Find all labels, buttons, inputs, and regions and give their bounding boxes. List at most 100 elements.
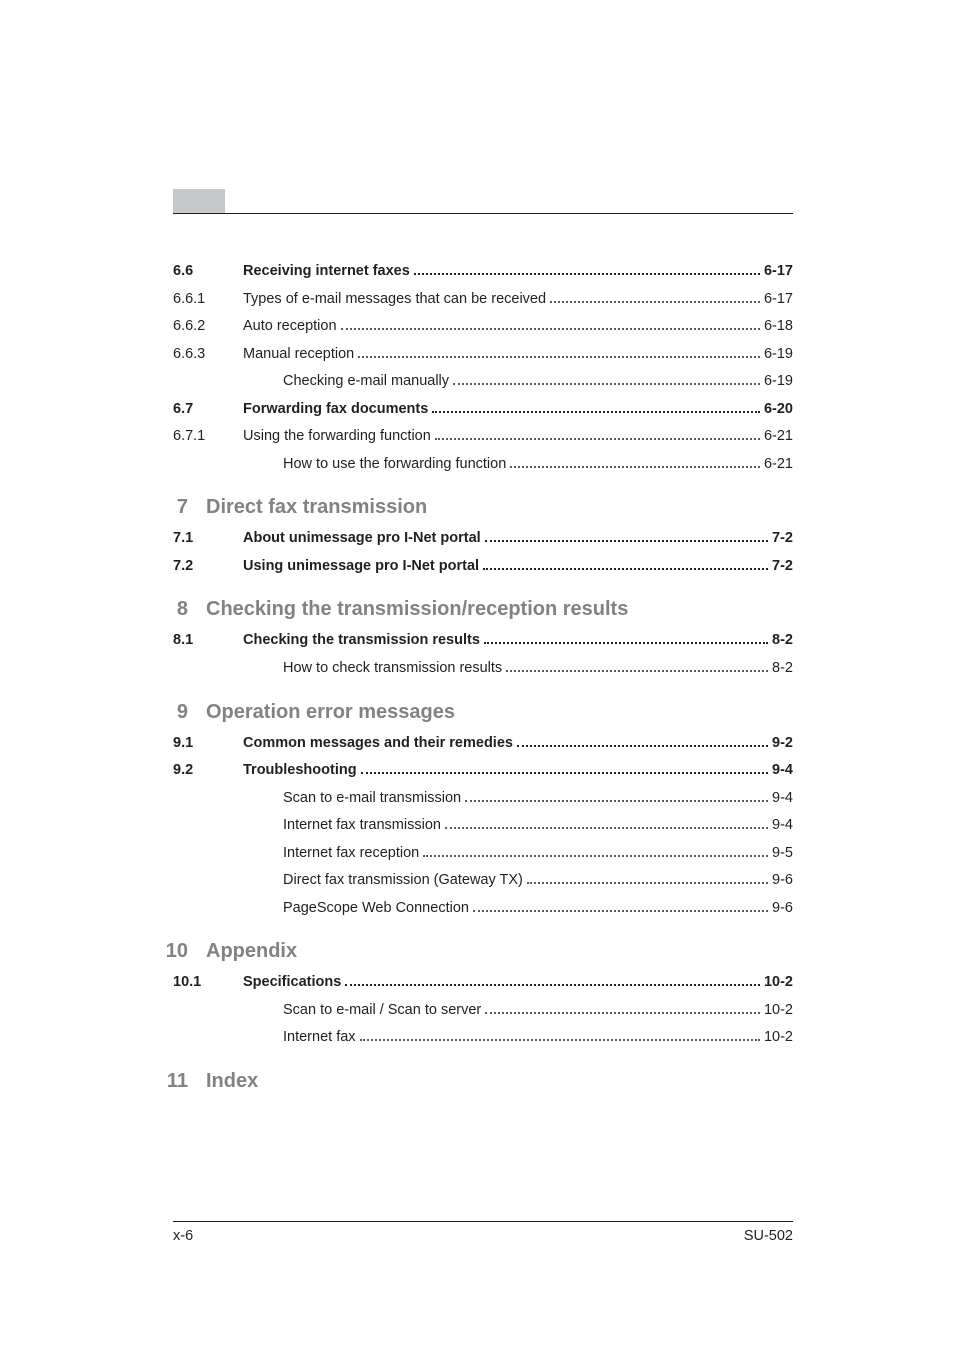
toc-entry-title: Direct fax transmission (Gateway TX) (283, 867, 523, 895)
toc-leader-dots (358, 347, 760, 358)
toc-entry-title: Common messages and their remedies (243, 730, 513, 758)
toc-entry-text: Using the forwarding function 6-21 (243, 423, 793, 451)
toc-entry-number: 6.6.1 (173, 286, 243, 314)
toc-entry-page: 8-2 (772, 655, 793, 683)
toc-leader-dots (483, 559, 768, 570)
toc-chapter-title: Appendix (206, 940, 297, 963)
toc-entry-text: Common messages and their remedies 9-2 (243, 730, 793, 758)
table-of-contents: 6.6Receiving internet faxes 6-176.6.1Typ… (173, 258, 793, 1099)
toc-entry-title: About unimessage pro I-Net portal (243, 525, 481, 553)
toc-entry-number: 6.6.2 (173, 313, 243, 341)
toc-chapter-number: 9 (155, 701, 206, 724)
footer: x-6 SU-502 (173, 1221, 793, 1244)
toc-entry: 9.1Common messages and their remedies 9-… (173, 730, 793, 758)
toc-entry-text: Specifications 10-2 (243, 969, 793, 997)
page: 6.6Receiving internet faxes 6-176.6.1Typ… (0, 0, 954, 1351)
toc-entry-page: 10-2 (764, 969, 793, 997)
toc-entry-text: Internet fax reception 9-5 (243, 840, 793, 868)
toc-entry-number: 9.2 (173, 757, 243, 785)
toc-entry-page: 6-17 (764, 286, 793, 314)
toc-entry-title: Scan to e-mail / Scan to server (283, 997, 481, 1025)
toc-entry-number: 6.6 (173, 258, 243, 286)
toc-entry-page: 10-2 (764, 1024, 793, 1052)
toc-chapter-number: 7 (155, 496, 206, 519)
toc-entry-text: Direct fax transmission (Gateway TX) 9-6 (243, 867, 793, 895)
toc-entry-page: 8-2 (772, 627, 793, 655)
toc-entry-page: 6-20 (764, 396, 793, 424)
toc-entry-text: How to use the forwarding function 6-21 (243, 451, 793, 479)
footer-right: SU-502 (744, 1228, 793, 1244)
toc-entry-page: 9-4 (772, 757, 793, 785)
toc-entry-page: 6-21 (764, 423, 793, 451)
toc-entry-title: Internet fax (283, 1024, 356, 1052)
toc-entry-text: Checking e-mail manually 6-19 (243, 368, 793, 396)
toc-entry-text: About unimessage pro I-Net portal 7-2 (243, 525, 793, 553)
toc-entry-text: Internet fax 10-2 (243, 1024, 793, 1052)
toc-entry-title: Receiving internet faxes (243, 258, 410, 286)
toc-entry-page: 9-6 (772, 867, 793, 895)
toc-leader-dots (517, 736, 768, 747)
toc-entry-title: Auto reception (243, 313, 337, 341)
toc-entry: Scan to e-mail transmission 9-4 (173, 785, 793, 813)
toc-chapter: 7Direct fax transmission (155, 478, 793, 525)
toc-leader-dots (484, 634, 768, 645)
toc-entry: Internet fax transmission 9-4 (173, 812, 793, 840)
toc-entry-title: PageScope Web Connection (283, 895, 469, 923)
toc-entry-title: Using the forwarding function (243, 423, 431, 451)
toc-entry-title: Using unimessage pro I-Net portal (243, 553, 479, 581)
toc-entry-title: Checking the transmission results (243, 627, 480, 655)
toc-entry-page: 9-5 (772, 840, 793, 868)
toc-entry-number: 7.1 (173, 525, 243, 553)
toc-entry: How to check transmission results 8-2 (173, 655, 793, 683)
toc-leader-dots (506, 661, 768, 672)
toc-leader-dots (341, 319, 760, 330)
toc-leader-dots (432, 402, 760, 413)
toc-entry: 6.6Receiving internet faxes 6-17 (173, 258, 793, 286)
toc-entry-title: Manual reception (243, 341, 354, 369)
toc-leader-dots (510, 457, 760, 468)
toc-entry-page: 6-21 (764, 451, 793, 479)
toc-entry-page: 9-2 (772, 730, 793, 758)
toc-entry-text: PageScope Web Connection 9-6 (243, 895, 793, 923)
toc-chapter-number: 8 (155, 598, 206, 621)
toc-entry-number: 9.1 (173, 730, 243, 758)
toc-entry-text: Using unimessage pro I-Net portal 7-2 (243, 553, 793, 581)
toc-leader-dots (473, 901, 768, 912)
toc-entry: 6.6.1Types of e-mail messages that can b… (173, 286, 793, 314)
toc-chapter-number: 11 (155, 1070, 206, 1093)
toc-entry-number: 7.2 (173, 553, 243, 581)
toc-entry-page: 6-19 (764, 341, 793, 369)
toc-entry: 6.7Forwarding fax documents 6-20 (173, 396, 793, 424)
toc-entry-text: Forwarding fax documents 6-20 (243, 396, 793, 424)
toc-entry: 6.6.3Manual reception 6-19 (173, 341, 793, 369)
toc-entry-page: 9-4 (772, 785, 793, 813)
toc-entry-text: Scan to e-mail transmission 9-4 (243, 785, 793, 813)
toc-entry-page: 6-17 (764, 258, 793, 286)
toc-leader-dots (360, 1031, 760, 1042)
toc-entry: 8.1Checking the transmission results 8-2 (173, 627, 793, 655)
footer-rule (173, 1221, 793, 1222)
toc-entry: 6.6.2Auto reception 6-18 (173, 313, 793, 341)
toc-entry: Direct fax transmission (Gateway TX) 9-6 (173, 867, 793, 895)
toc-leader-dots (361, 763, 768, 774)
toc-entry-number: 6.7 (173, 396, 243, 424)
toc-entry-title: How to check transmission results (283, 655, 502, 683)
toc-entry-text: Receiving internet faxes 6-17 (243, 258, 793, 286)
header-grey-block (173, 189, 225, 213)
toc-entry-text: Auto reception 6-18 (243, 313, 793, 341)
toc-chapter-title: Checking the transmission/reception resu… (206, 598, 628, 621)
toc-entry: 9.2Troubleshooting 9-4 (173, 757, 793, 785)
toc-entry-title: Checking e-mail manually (283, 368, 449, 396)
toc-entry-page: 6-19 (764, 368, 793, 396)
toc-entry-page: 9-6 (772, 895, 793, 923)
toc-chapter-number: 10 (155, 940, 206, 963)
toc-entry-page: 7-2 (772, 553, 793, 581)
toc-entry: 7.1About unimessage pro I-Net portal 7-2 (173, 525, 793, 553)
toc-entry-number: 10.1 (173, 969, 243, 997)
toc-leader-dots (465, 791, 768, 802)
toc-leader-dots (445, 819, 768, 830)
toc-entry-title: How to use the forwarding function (283, 451, 506, 479)
header-rule (173, 213, 793, 214)
toc-leader-dots (453, 375, 760, 386)
toc-leader-dots (414, 264, 760, 275)
